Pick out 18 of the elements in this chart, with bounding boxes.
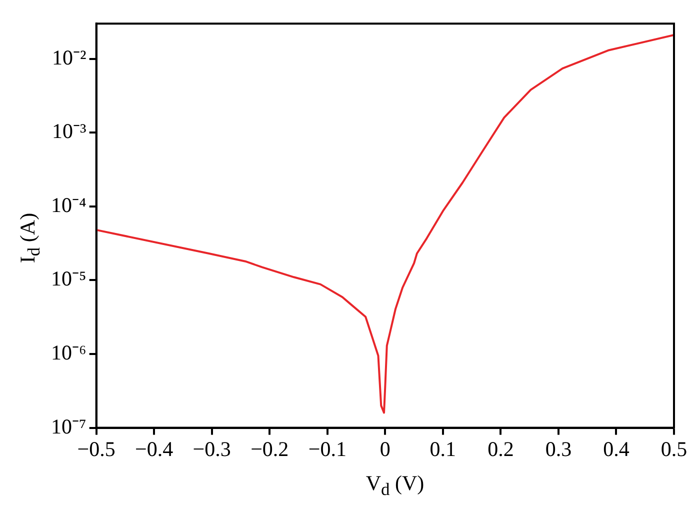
y-tick-label: 10⁻⁷ xyxy=(50,414,86,438)
y-tick-label: 10⁻² xyxy=(52,45,86,70)
x-tick-label: −0.2 xyxy=(250,436,289,461)
x-tick-label: 0.2 xyxy=(488,436,514,461)
x-tick-label: −0.3 xyxy=(192,436,231,461)
x-tick-label: 0 xyxy=(380,436,390,461)
x-tick-label: 0.3 xyxy=(545,436,572,461)
y-tick-label: 10⁻⁴ xyxy=(50,192,86,217)
y-tick-label: 10⁻³ xyxy=(52,119,86,144)
x-axis-title: V$_{d}$ (V) xyxy=(364,470,426,500)
y-tick-label: 10⁻⁶ xyxy=(50,340,86,365)
x-tick-label: −0.1 xyxy=(308,436,346,461)
y-tick-label: 10⁻⁵ xyxy=(50,266,86,291)
x-tick-label: −0.4 xyxy=(135,436,174,461)
x-tick-label: 0.4 xyxy=(603,436,630,461)
x-tick-label: −0.5 xyxy=(77,436,116,461)
x-tick-label: 0.1 xyxy=(430,436,456,461)
x-tick-label: 0.5 xyxy=(660,436,688,461)
